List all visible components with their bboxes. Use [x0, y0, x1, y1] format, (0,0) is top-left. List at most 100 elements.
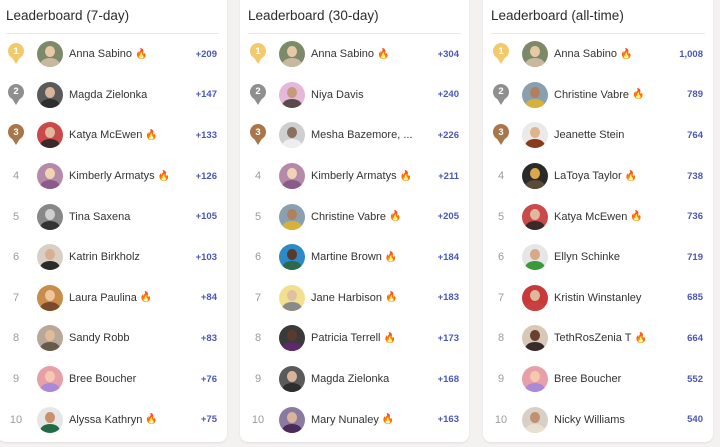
- leaderboard-row[interactable]: 2 Niya Davis +240: [248, 75, 461, 116]
- leaderboard-row[interactable]: 5 Christine Vabre 🔥 +205: [248, 196, 461, 237]
- avatar[interactable]: [522, 366, 548, 393]
- member-name-link[interactable]: Ellyn Schinke: [554, 251, 621, 264]
- avatar[interactable]: [37, 406, 63, 433]
- avatar[interactable]: [37, 366, 63, 393]
- leaderboard-row[interactable]: 1 Anna Sabino 🔥 +304: [248, 34, 461, 75]
- leaderboard-row[interactable]: 8 TethRosZenia T 🔥 664: [491, 318, 705, 359]
- member-name[interactable]: Patricia Terrell 🔥: [311, 332, 438, 344]
- member-name-link[interactable]: Kimberly Armatys: [311, 170, 397, 183]
- member-name[interactable]: Magda Zielonka: [311, 373, 438, 385]
- leaderboard-row[interactable]: 4 Kimberly Armatys 🔥 +126: [6, 156, 219, 197]
- leaderboard-row[interactable]: 8 Sandy Robb +83: [6, 318, 219, 359]
- avatar[interactable]: [522, 244, 548, 271]
- leaderboard-row[interactable]: 10 Mary Nunaley 🔥 +163: [248, 399, 461, 440]
- member-name-link[interactable]: Jeanette Stein: [554, 129, 625, 142]
- avatar[interactable]: [522, 41, 548, 68]
- member-name-link[interactable]: Bree Boucher: [554, 373, 622, 386]
- leaderboard-row[interactable]: 9 Bree Boucher 552: [491, 359, 705, 400]
- member-name[interactable]: Bree Boucher: [554, 373, 687, 385]
- member-name[interactable]: Christine Vabre 🔥: [554, 89, 687, 101]
- member-name[interactable]: Tina Saxena: [69, 211, 196, 223]
- member-name-link[interactable]: Christine Vabre: [554, 88, 629, 101]
- member-name[interactable]: Magda Zielonka: [69, 89, 196, 101]
- member-name-link[interactable]: Patricia Terrell: [311, 332, 381, 345]
- member-name-link[interactable]: Bree Boucher: [69, 373, 137, 386]
- avatar[interactable]: [37, 325, 63, 352]
- member-name-link[interactable]: Niya Davis: [311, 88, 364, 101]
- avatar[interactable]: [522, 203, 548, 230]
- avatar[interactable]: [522, 81, 548, 108]
- member-name[interactable]: Ellyn Schinke: [554, 251, 687, 263]
- member-name[interactable]: Christine Vabre 🔥: [311, 211, 438, 223]
- member-name[interactable]: Mary Nunaley 🔥: [311, 414, 438, 426]
- leaderboard-row[interactable]: 5 Tina Saxena +105: [6, 196, 219, 237]
- avatar[interactable]: [279, 81, 305, 108]
- leaderboard-row[interactable]: 3 Katya McEwen 🔥 +133: [6, 115, 219, 156]
- leaderboard-row[interactable]: 9 Bree Boucher +76: [6, 359, 219, 400]
- avatar[interactable]: [522, 122, 548, 149]
- leaderboard-row[interactable]: 3 Mesha Bazemore, ... +226: [248, 115, 461, 156]
- leaderboard-row[interactable]: 10 Alyssa Kathryn 🔥 +75: [6, 399, 219, 440]
- member-name[interactable]: Anna Sabino 🔥: [69, 48, 196, 60]
- avatar[interactable]: [279, 325, 305, 352]
- member-name-link[interactable]: Laura Paulina: [69, 291, 137, 304]
- member-name-link[interactable]: Martine Brown: [311, 251, 382, 264]
- member-name[interactable]: Laura Paulina 🔥: [69, 292, 201, 304]
- member-name[interactable]: Katya McEwen 🔥: [69, 129, 196, 141]
- member-name-link[interactable]: Katya McEwen: [554, 210, 628, 223]
- member-name-link[interactable]: Katrin Birkholz: [69, 251, 140, 264]
- avatar[interactable]: [37, 203, 63, 230]
- member-name-link[interactable]: Kimberly Armatys: [69, 170, 155, 183]
- avatar[interactable]: [522, 325, 548, 352]
- avatar[interactable]: [279, 244, 305, 271]
- leaderboard-row[interactable]: 2 Christine Vabre 🔥 789: [491, 75, 705, 116]
- avatar[interactable]: [279, 163, 305, 190]
- avatar[interactable]: [522, 284, 548, 311]
- member-name[interactable]: Katrin Birkholz: [69, 251, 196, 263]
- leaderboard-row[interactable]: 6 Martine Brown 🔥 +184: [248, 237, 461, 278]
- member-name[interactable]: Martine Brown 🔥: [311, 251, 438, 263]
- member-name-link[interactable]: Tina Saxena: [69, 210, 131, 223]
- avatar[interactable]: [279, 41, 305, 68]
- leaderboard-row[interactable]: 4 LaToya Taylor 🔥 738: [491, 156, 705, 197]
- member-name[interactable]: Mesha Bazemore, ...: [311, 129, 438, 141]
- member-name[interactable]: LaToya Taylor 🔥: [554, 170, 687, 182]
- member-name[interactable]: Jane Harbison 🔥: [311, 292, 438, 304]
- member-name-link[interactable]: Kristin Winstanley: [554, 291, 642, 304]
- leaderboard-row[interactable]: 10 Nicky Williams 540: [491, 399, 705, 440]
- member-name-link[interactable]: Mary Nunaley: [311, 413, 379, 426]
- avatar[interactable]: [37, 163, 63, 190]
- leaderboard-row[interactable]: 1 Anna Sabino 🔥 1,008: [491, 34, 705, 75]
- avatar[interactable]: [37, 284, 63, 311]
- leaderboard-row[interactable]: 3 Jeanette Stein 764: [491, 115, 705, 156]
- avatar[interactable]: [279, 406, 305, 433]
- member-name[interactable]: Kimberly Armatys 🔥: [311, 170, 438, 182]
- leaderboard-row[interactable]: 8 Patricia Terrell 🔥 +173: [248, 318, 461, 359]
- member-name-link[interactable]: Katya McEwen: [69, 129, 143, 142]
- member-name[interactable]: Niya Davis: [311, 89, 438, 101]
- avatar[interactable]: [279, 366, 305, 393]
- member-name[interactable]: Kristin Winstanley: [554, 292, 687, 304]
- member-name-link[interactable]: Alyssa Kathryn: [69, 413, 143, 426]
- avatar[interactable]: [37, 244, 63, 271]
- member-name-link[interactable]: Christine Vabre: [311, 210, 386, 223]
- member-name-link[interactable]: Magda Zielonka: [69, 88, 148, 101]
- member-name-link[interactable]: Jane Harbison: [311, 291, 382, 304]
- avatar[interactable]: [279, 203, 305, 230]
- leaderboard-row[interactable]: 6 Ellyn Schinke 719: [491, 237, 705, 278]
- leaderboard-row[interactable]: 7 Jane Harbison 🔥 +183: [248, 278, 461, 319]
- member-name-link[interactable]: Anna Sabino: [311, 48, 374, 61]
- avatar[interactable]: [37, 41, 63, 68]
- member-name-link[interactable]: TethRosZenia T: [554, 332, 632, 345]
- member-name[interactable]: TethRosZenia T 🔥: [554, 332, 687, 344]
- avatar[interactable]: [522, 163, 548, 190]
- avatar[interactable]: [522, 406, 548, 433]
- member-name[interactable]: Sandy Robb: [69, 332, 201, 344]
- member-name[interactable]: Anna Sabino 🔥: [311, 48, 438, 60]
- member-name-link[interactable]: Magda Zielonka: [311, 373, 390, 386]
- leaderboard-row[interactable]: 9 Magda Zielonka +168: [248, 359, 461, 400]
- avatar[interactable]: [37, 81, 63, 108]
- leaderboard-row[interactable]: 1 Anna Sabino 🔥 +209: [6, 34, 219, 75]
- member-name[interactable]: Anna Sabino 🔥: [554, 48, 679, 60]
- leaderboard-row[interactable]: 7 Laura Paulina 🔥 +84: [6, 278, 219, 319]
